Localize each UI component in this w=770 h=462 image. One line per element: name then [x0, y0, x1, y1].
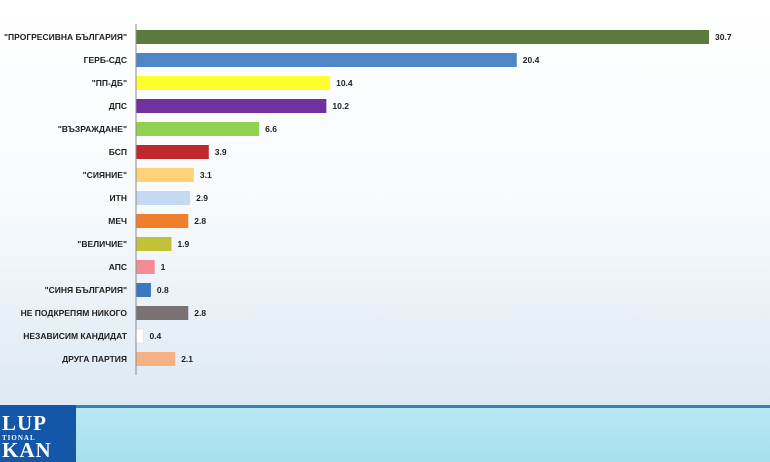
category-label: ДРУГА ПАРТИЯ [62, 354, 127, 364]
category-label: "ПРОГРЕСИВНА БЪЛГАРИЯ" [4, 32, 127, 42]
bar [136, 352, 176, 366]
bar [136, 260, 155, 274]
value-label: 10.2 [332, 101, 349, 111]
bar [136, 145, 209, 159]
bar-chart: "ПРОГРЕСИВНА БЪЛГАРИЯ" ГЕРБ-СДС "ПП-ДБ" ДПС… [4, 24, 732, 375]
bar [136, 99, 327, 113]
category-label: "СИНЯ БЪЛГАРИЯ" [45, 285, 127, 295]
value-label: 1 [161, 262, 166, 272]
bar [136, 30, 709, 44]
bottom-banner [0, 405, 770, 462]
value-label: 2.8 [194, 216, 206, 226]
bar [136, 283, 151, 297]
bar [136, 53, 517, 67]
logo-text-bottom: KAN [2, 438, 52, 462]
category-label: "ВЕЛИЧИЕ" [77, 239, 127, 249]
value-label: 0.4 [149, 331, 161, 341]
value-label: 2.8 [194, 308, 206, 318]
category-label: ИТН [110, 193, 127, 203]
bars [135, 30, 709, 366]
category-label: "ПП-ДБ" [92, 78, 127, 88]
category-label: "СИЯНИЕ" [83, 170, 127, 180]
value-label: 30.7 [715, 32, 732, 42]
category-label: МЕЧ [108, 216, 127, 226]
category-label: ДПС [109, 101, 127, 111]
value-label: 20.4 [523, 55, 540, 65]
value-label: 6.6 [265, 124, 277, 134]
bar [136, 122, 260, 136]
bar [136, 306, 189, 320]
logo-text-middle: TIONAL [2, 434, 36, 442]
category-label: ГЕРБ-СДС [84, 55, 127, 65]
category-label: "ВЪЗРАЖДАНЕ" [58, 124, 127, 134]
value-label: 2.1 [181, 354, 193, 364]
value-label: 3.1 [200, 170, 212, 180]
category-label: НЕ ПОДКРЕПЯМ НИКОГО [21, 308, 128, 318]
value-label: 0.8 [157, 285, 169, 295]
bar [135, 328, 144, 344]
value-label: 2.9 [196, 193, 208, 203]
bar [136, 168, 194, 182]
bar [136, 191, 191, 205]
value-label: 3.9 [215, 147, 227, 157]
category-label: АПС [109, 262, 127, 272]
value-labels: 30.7 20.4 10.4 10.2 6.6 3.9 3.1 2.9 2.8 1.9 1 0.8 2.… [149, 32, 731, 364]
broadcaster-logo: LUP TIONAL KAN [0, 405, 76, 462]
bar [136, 76, 331, 90]
category-labels: "ПРОГРЕСИВНА БЪЛГАРИЯ" ГЕРБ-СДС "ПП-ДБ" ДПС… [4, 32, 128, 364]
value-label: 10.4 [336, 78, 353, 88]
category-label: БСП [109, 147, 127, 157]
category-label: НЕЗАВИСИМ КАНДИДАТ [23, 331, 128, 341]
logo-text-top: LUP [2, 411, 47, 435]
value-label: 1.9 [177, 239, 189, 249]
bar [136, 237, 172, 251]
bar [136, 214, 189, 228]
